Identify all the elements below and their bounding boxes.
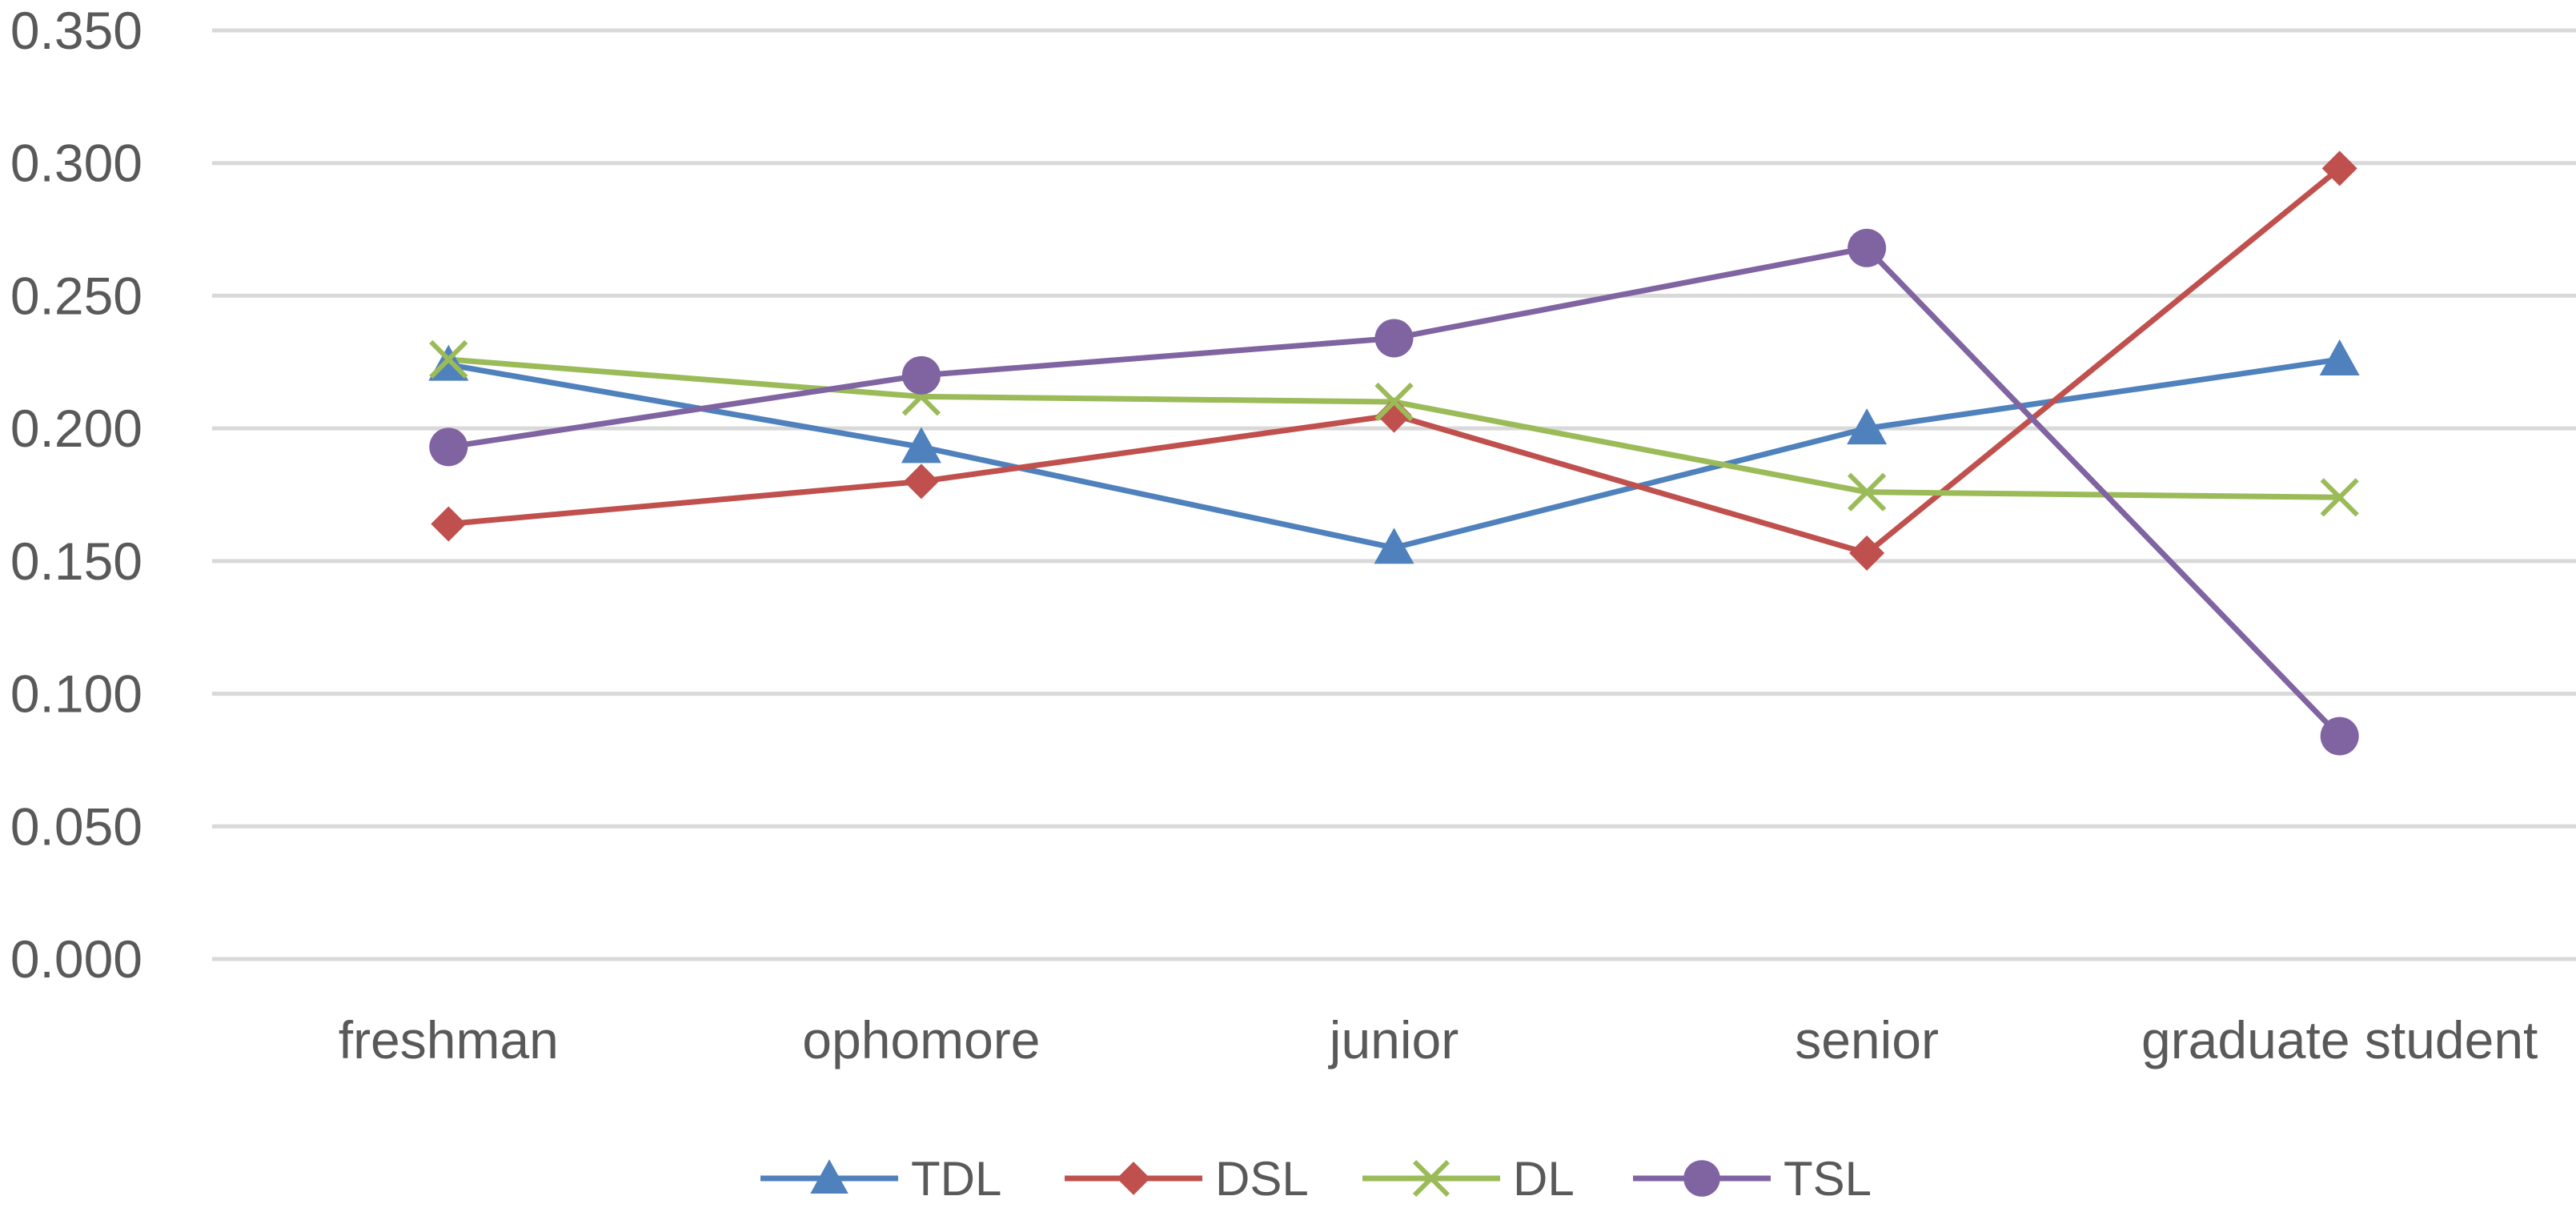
y-axis-tick-labels: 0.000 0.050 0.100 0.150 0.200 0.250 0.30… [10, 1, 142, 989]
legend-label: DSL [1215, 1152, 1309, 1206]
data-point-dsl [903, 464, 939, 500]
data-point-tsl [1848, 228, 1887, 267]
legend-label: TSL [1784, 1152, 1872, 1206]
y-tick-label: 0.000 [10, 929, 142, 989]
data-point-dsl [431, 506, 467, 542]
x-category-label: junior [1328, 1010, 1459, 1070]
x-category-label: ophomore [802, 1010, 1040, 1070]
y-tick-label: 0.050 [10, 797, 142, 856]
data-point-tsl [2320, 716, 2359, 756]
series-markers [428, 150, 2360, 756]
data-point-dsl [1849, 535, 1885, 571]
data-point-tsl [901, 355, 941, 395]
data-point-tdl [901, 427, 941, 464]
legend-marker-icon [1117, 1162, 1150, 1195]
legend-marker-icon [1683, 1160, 1720, 1197]
y-tick-label: 0.350 [10, 1, 142, 60]
data-point-dl [2320, 478, 2359, 517]
data-point-tdl [1374, 528, 1414, 564]
legend-label: DL [1513, 1152, 1575, 1206]
y-tick-label: 0.250 [10, 266, 142, 325]
y-tick-label: 0.300 [10, 134, 142, 193]
legend-marker-icon [810, 1159, 849, 1194]
y-tick-label: 0.200 [10, 399, 142, 458]
x-category-label: freshman [339, 1010, 559, 1070]
y-tick-label: 0.150 [10, 532, 142, 591]
legend-item-tsl: TSL [1633, 1152, 1872, 1206]
legend: TDL DSL DL TSL [760, 1152, 1872, 1206]
series-line-tdl [447, 356, 2341, 551]
legend-item-dsl: DSL [1065, 1152, 1309, 1206]
data-point-tsl [429, 427, 468, 467]
data-point-dl [1847, 472, 1887, 512]
data-point-dl [1374, 382, 1414, 422]
y-tick-label: 0.100 [10, 664, 142, 724]
data-point-tdl [2319, 339, 2360, 375]
data-point-dl [429, 339, 468, 379]
data-point-dsl [2321, 150, 2357, 187]
x-category-label: senior [1795, 1010, 1939, 1070]
legend-item-dl: DL [1362, 1152, 1575, 1206]
x-axis-category-labels: freshman ophomore junior senior graduate… [339, 1010, 2538, 1070]
data-point-tdl [1847, 408, 1888, 445]
x-category-label: graduate student [2141, 1010, 2538, 1070]
legend-item-tdl: TDL [760, 1152, 1001, 1206]
legend-label: TDL [911, 1152, 1001, 1206]
data-point-dsl [1376, 397, 1412, 433]
series-lines [447, 166, 2342, 739]
legend-marker-icon [1412, 1159, 1451, 1198]
data-point-tsl [1374, 319, 1414, 358]
